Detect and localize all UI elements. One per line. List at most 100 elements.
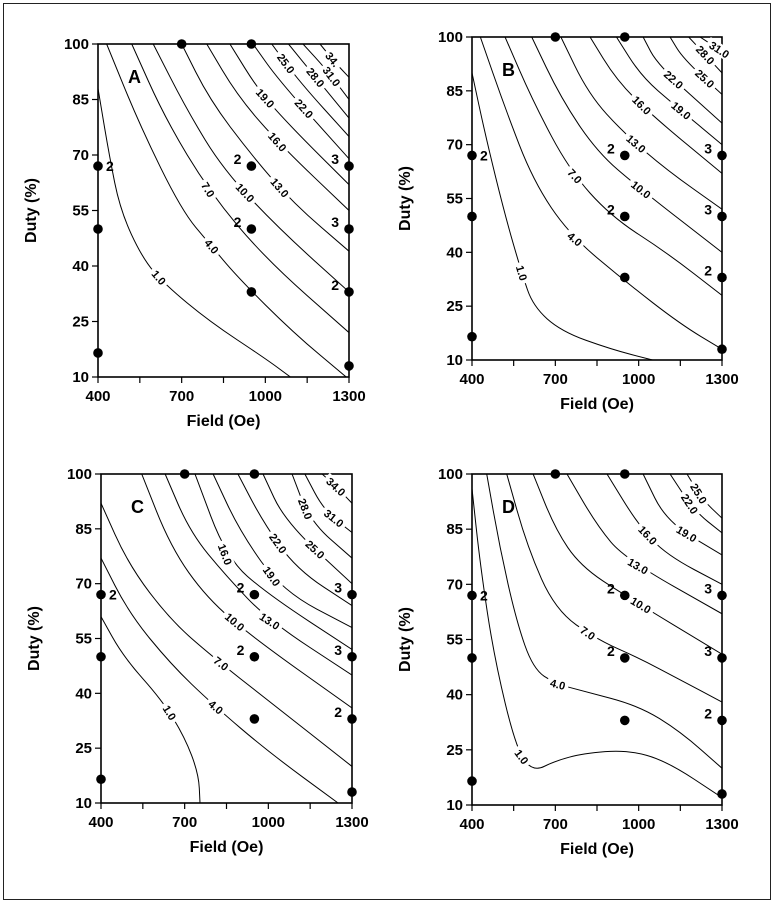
- contours: [98, 44, 349, 377]
- contour-label-group: 22.0: [265, 528, 292, 559]
- contour-label-bg: [272, 48, 300, 79]
- design-point: [347, 651, 357, 662]
- contour-label-bg: [691, 40, 720, 70]
- contour-line: [141, 474, 352, 709]
- contour-label-bg: [290, 94, 318, 123]
- x-tick-label: 700: [543, 371, 568, 388]
- contour-label-bg: [659, 65, 689, 94]
- contour-label-group: 1.0: [158, 700, 181, 725]
- contour-label-bg: [203, 695, 228, 719]
- replicate-count-label: 2: [234, 151, 242, 167]
- design-point: [347, 714, 357, 724]
- replicate-count-label: 2: [234, 214, 242, 230]
- replicate-count-label: 2: [237, 642, 245, 658]
- design-point: [249, 651, 260, 662]
- design-point: [249, 469, 260, 479]
- contour-label-group: 19.0: [258, 561, 285, 592]
- replicate-count-label: 2: [334, 704, 342, 720]
- design-point: [93, 348, 103, 358]
- design-point: [344, 224, 354, 234]
- y-tick-label: 10: [446, 352, 463, 369]
- contour-label-bg: [512, 260, 531, 285]
- replicate-count-label: 3: [331, 151, 339, 167]
- design-point: [619, 150, 630, 161]
- y-tick-label: 85: [446, 83, 463, 100]
- contours: [101, 474, 352, 803]
- replicate-count-label: 2: [704, 262, 712, 278]
- contour-label-group: 25.0: [272, 48, 300, 79]
- contour-label-bg: [263, 127, 292, 157]
- design-point: [246, 39, 257, 49]
- contour-label: 28.0: [295, 497, 314, 521]
- contour-line: [101, 503, 352, 767]
- contour-label-group: 25.0: [300, 535, 330, 564]
- contour-label-bg: [622, 553, 654, 579]
- design-point: [179, 469, 190, 479]
- replicate-count-label: 2: [109, 587, 117, 603]
- panel-letter: C: [131, 497, 144, 517]
- figure-frame: [3, 3, 771, 900]
- design-point: [347, 787, 357, 797]
- contour-line: [486, 474, 722, 769]
- replicate-count-label: 3: [331, 214, 339, 230]
- design-point: [176, 39, 187, 49]
- replicate-count-label: 2: [331, 277, 339, 293]
- contour-label-group: 22.0: [659, 65, 689, 94]
- contour-label-bg: [575, 621, 601, 645]
- y-tick-label: 70: [72, 147, 89, 164]
- design-point: [717, 211, 727, 222]
- contour-label-group: 16.0: [263, 127, 292, 157]
- contour-line: [472, 72, 653, 360]
- panel-b: 10 25 40 55 70 85 100 400 700 1000 1300 Field (Oe) D…: [397, 29, 739, 413]
- design-point: [717, 789, 727, 799]
- contour-label-bg: [666, 96, 696, 125]
- contour-label-bg: [562, 227, 587, 251]
- design-point: [550, 469, 561, 479]
- replicate-count-label: 2: [237, 580, 245, 596]
- x-tick-label: 400: [88, 814, 113, 831]
- y-tick-label: 85: [75, 521, 92, 538]
- design-point: [619, 469, 630, 479]
- replicate-count-label: 2: [106, 158, 114, 174]
- design-point: [246, 287, 257, 297]
- panel-c: 10 25 40 55 70 85 100 400 700 1000 1300 Field (Oe) D…: [26, 466, 369, 856]
- contour-label: 4.0: [549, 678, 567, 694]
- contour-label-group: 7.0: [575, 621, 601, 645]
- design-point: [93, 224, 103, 234]
- contour-label-bg: [321, 472, 351, 501]
- contour-label-bg: [319, 504, 349, 532]
- x-tick-label: 1300: [335, 814, 368, 831]
- design-point: [249, 714, 260, 724]
- y-tick-label: 25: [446, 742, 463, 759]
- contour-label-bg: [318, 61, 345, 92]
- design-point: [619, 715, 630, 726]
- contour-line: [504, 37, 722, 296]
- x-axis-label: Field (Oe): [187, 413, 261, 430]
- contour-label-bg: [321, 47, 344, 72]
- design-point: [467, 776, 477, 786]
- contour-label-bg: [197, 177, 219, 202]
- design-point: [717, 150, 727, 161]
- contour-label-bg: [671, 521, 702, 547]
- design-point: [717, 590, 727, 601]
- replicate-count-label: 2: [607, 201, 615, 217]
- x-tick-label: 700: [543, 816, 568, 833]
- contour-label-bg: [302, 62, 330, 93]
- x-tick-label: 700: [169, 388, 194, 405]
- contour-label-bg: [208, 652, 234, 675]
- contour-label-bg: [625, 592, 656, 618]
- y-tick-label: 10: [72, 369, 89, 386]
- y-tick-label: 55: [72, 203, 89, 220]
- design-point: [344, 287, 354, 297]
- x-tick-label: 1300: [332, 388, 365, 405]
- y-axis-label: Duty (%): [23, 178, 40, 243]
- contour-label-bg: [633, 520, 662, 550]
- x-tick-label: 1000: [252, 814, 285, 831]
- contour-label-bg: [147, 265, 171, 290]
- y-tick-label: 10: [75, 795, 92, 812]
- contour-label: 16.0: [215, 543, 234, 567]
- design-point: [347, 589, 357, 600]
- x-tick-label: 400: [85, 388, 110, 405]
- contour-label-bg: [254, 608, 285, 634]
